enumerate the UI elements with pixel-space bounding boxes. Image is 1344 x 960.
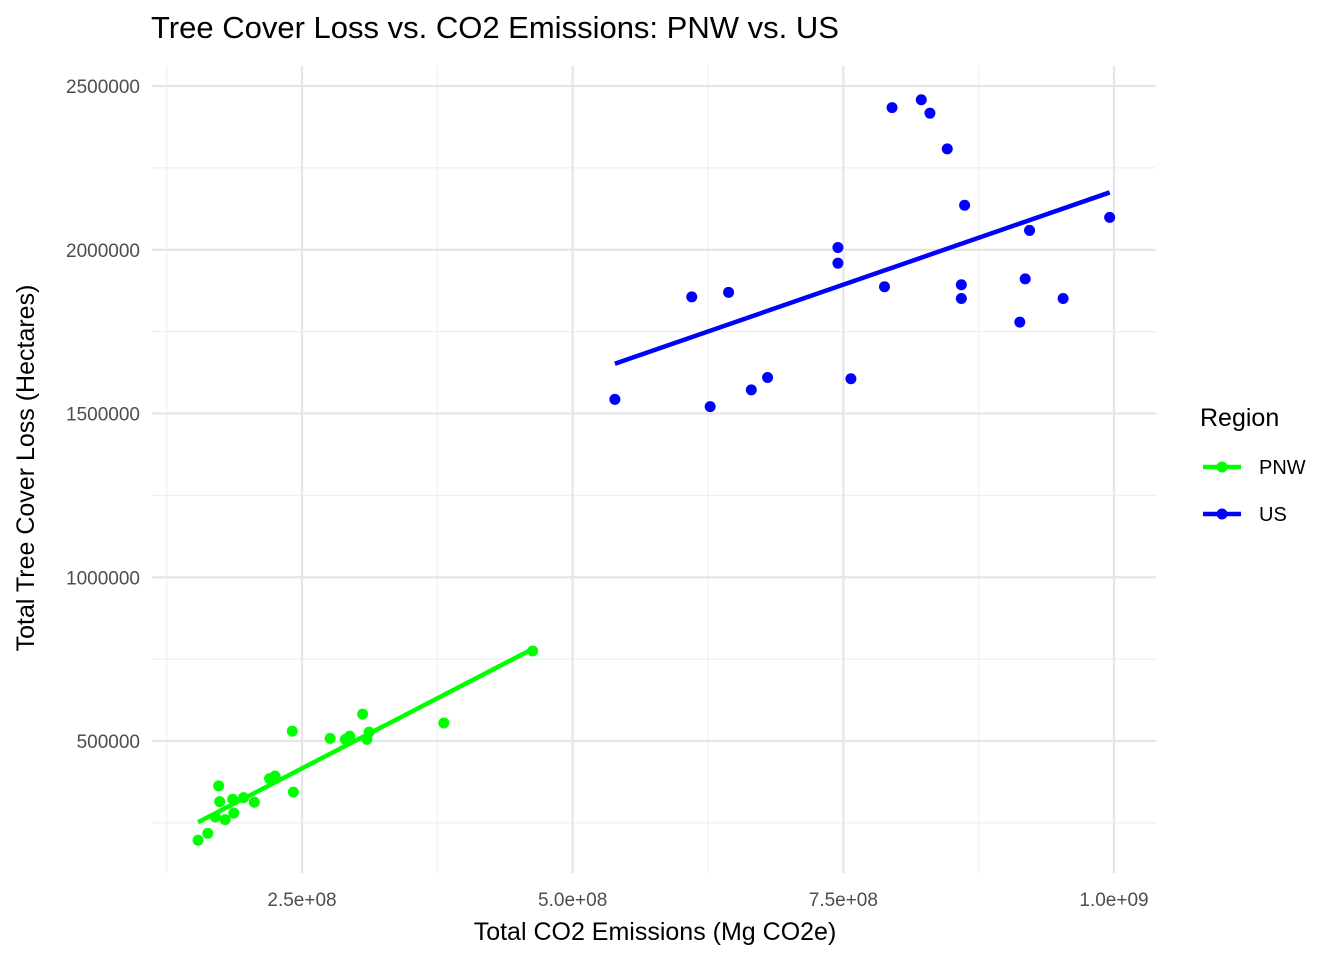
data-point-us	[832, 257, 844, 269]
data-point-us	[609, 393, 621, 405]
x-axis-ticks: 2.5e+08 5.0e+08 7.5e+08 1.0e+09	[267, 890, 1148, 911]
data-point-us	[1104, 211, 1116, 223]
data-point-pnw	[344, 730, 356, 742]
data-point-pnw	[438, 717, 450, 729]
data-point-pnw	[286, 725, 298, 737]
data-point-pnw	[202, 827, 214, 839]
data-point-us	[1057, 293, 1069, 305]
legend-key-point	[1216, 508, 1228, 520]
data-point-pnw	[527, 645, 539, 657]
fit-line-us	[614, 190, 1111, 366]
data-point-pnw	[227, 793, 239, 805]
data-point-pnw	[287, 786, 299, 798]
data-point-pnw	[219, 814, 231, 826]
y-axis-ticks: 500000 1000000 1500000 2000000 2500000	[66, 77, 140, 753]
x-tick-label: 2.5e+08	[267, 890, 336, 911]
y-axis-title: Total Tree Cover Loss (Hectares)	[12, 285, 40, 652]
data-point-pnw	[324, 732, 336, 744]
y-tick-label: 500000	[77, 732, 140, 753]
data-point-us	[878, 281, 890, 293]
data-point-pnw	[269, 770, 281, 782]
data-point-pnw	[248, 796, 260, 808]
x-tick-label: 1.0e+09	[1079, 890, 1148, 911]
legend: Region PNW US	[1200, 404, 1306, 526]
data-point-us	[745, 384, 757, 396]
y-tick-label: 2500000	[66, 77, 140, 98]
data-point-us	[1019, 273, 1031, 285]
data-point-pnw	[228, 807, 240, 819]
data-point-us	[941, 143, 953, 155]
legend-label-us: US	[1259, 504, 1287, 526]
data-point-pnw	[363, 726, 375, 738]
legend-label-pnw: PNW	[1259, 457, 1306, 479]
legend-title: Region	[1200, 404, 1279, 432]
data-point-us	[1014, 316, 1026, 328]
data-point-us	[832, 241, 844, 253]
x-tick-label: 5.0e+08	[538, 890, 607, 911]
x-tick-label: 7.5e+08	[809, 890, 878, 911]
data-point-pnw	[238, 792, 250, 804]
data-point-pnw	[192, 834, 204, 846]
data-point-pnw	[209, 811, 221, 823]
data-point-us	[886, 102, 898, 114]
data-point-us	[723, 286, 735, 298]
data-point-us	[762, 371, 774, 383]
y-tick-label: 2000000	[66, 241, 140, 262]
x-axis-title: Total CO2 Emissions (Mg CO2e)	[474, 918, 837, 946]
data-point-us	[1024, 224, 1036, 236]
data-point-pnw	[357, 708, 369, 720]
y-tick-label: 1500000	[66, 405, 140, 426]
data-point-us	[686, 291, 698, 303]
data-point-us	[955, 279, 967, 291]
data-point-us	[704, 401, 716, 413]
data-point-us	[955, 293, 967, 305]
chart-title: Tree Cover Loss vs. CO2 Emissions: PNW v…	[151, 10, 839, 45]
y-tick-label: 1000000	[66, 568, 140, 589]
data-point-pnw	[213, 780, 225, 792]
data-point-us	[959, 199, 971, 211]
legend-key-point	[1216, 461, 1228, 473]
data-point-us	[924, 107, 936, 119]
data-point-us	[915, 94, 927, 106]
data-points	[192, 94, 1116, 846]
fit-lines	[197, 190, 1111, 825]
grid	[152, 66, 1156, 873]
data-point-us	[845, 373, 857, 385]
data-point-pnw	[214, 796, 226, 808]
